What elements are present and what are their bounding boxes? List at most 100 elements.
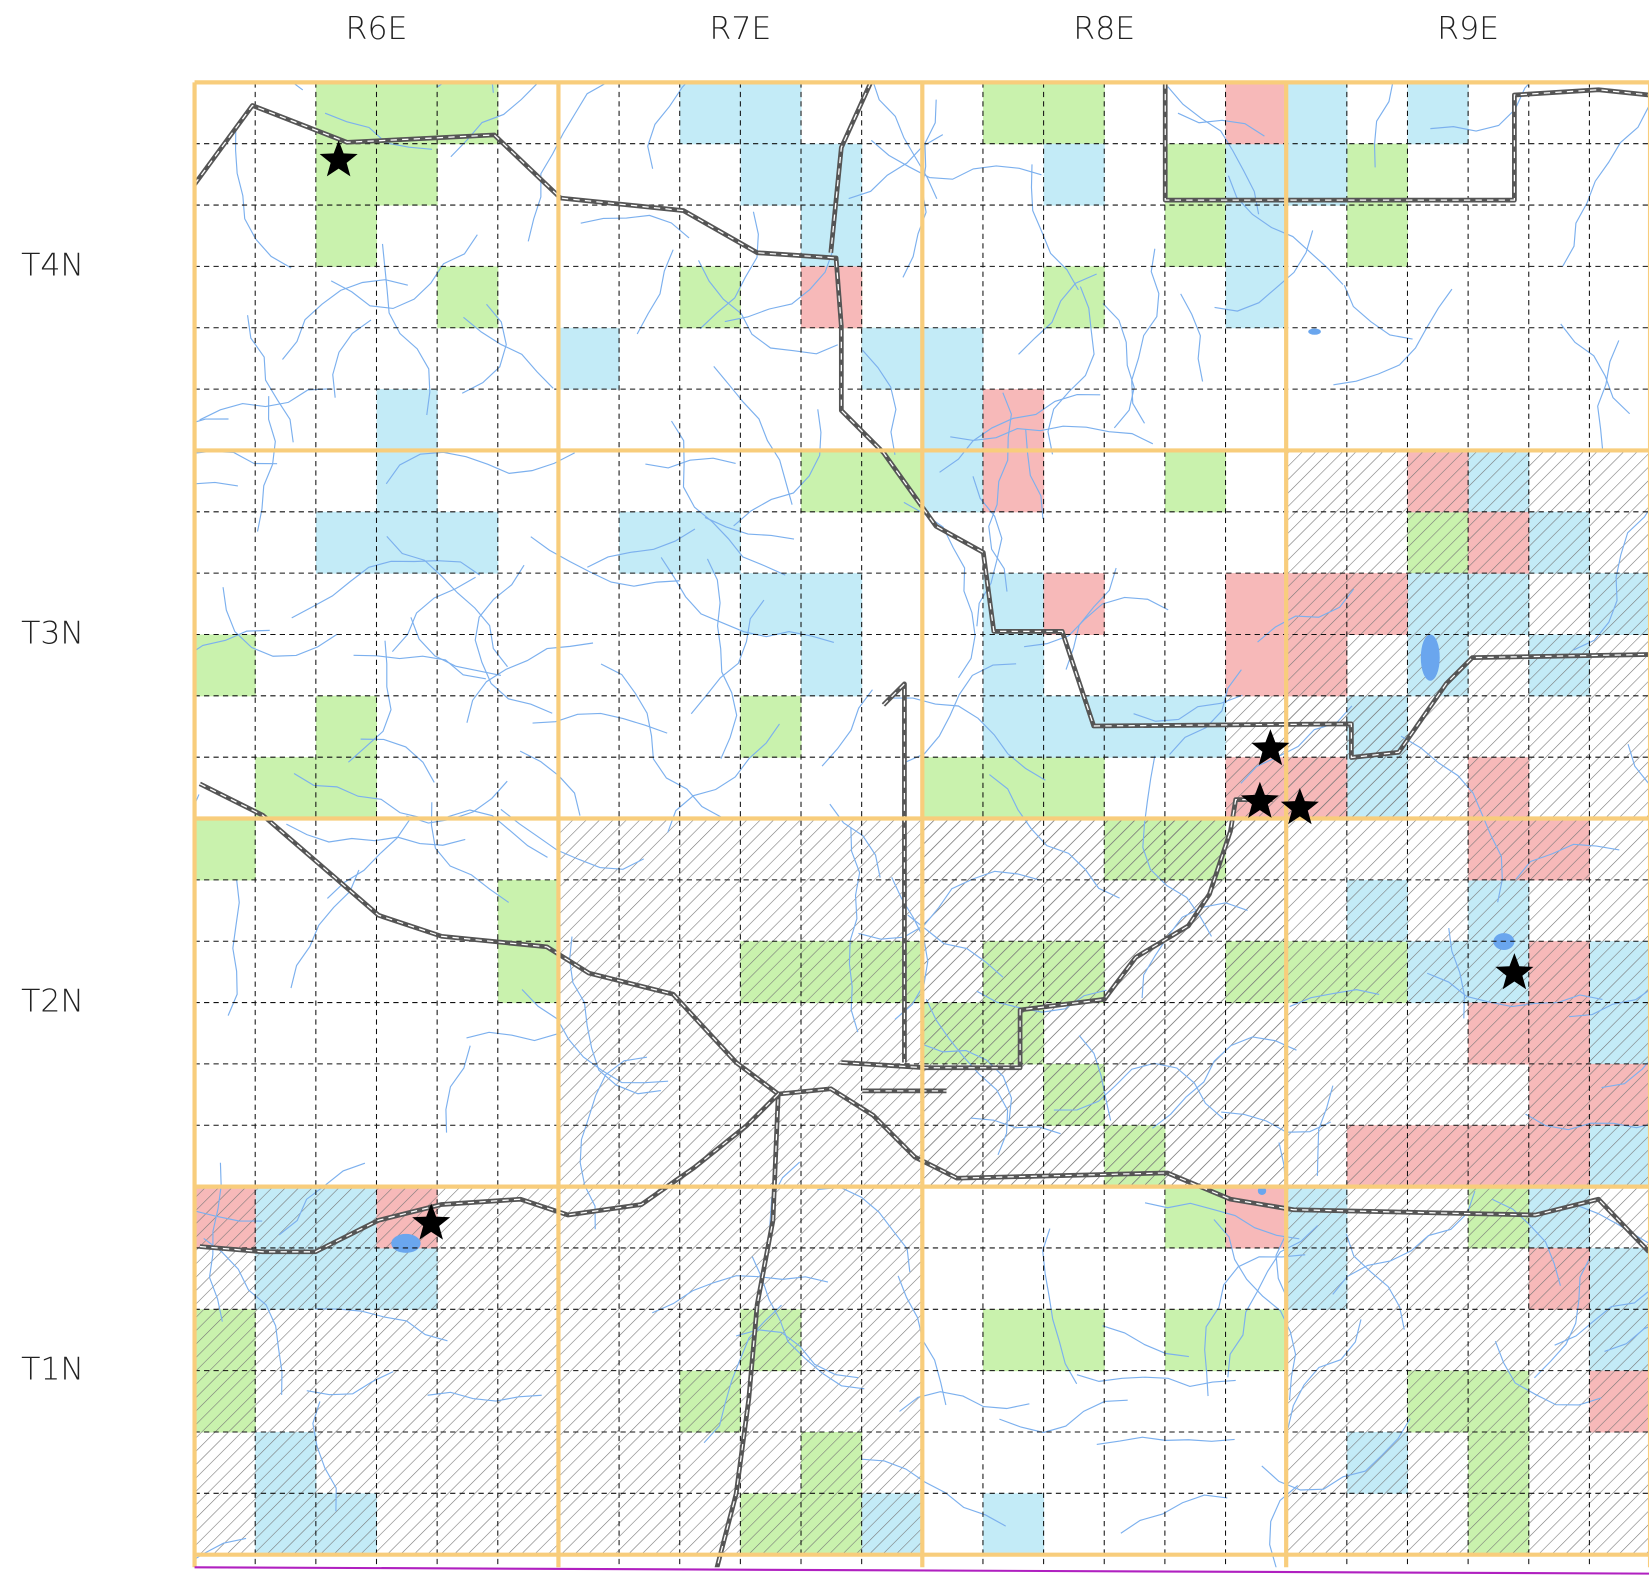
township-label: T1N xyxy=(21,1352,84,1388)
section-fill xyxy=(861,450,923,513)
section-fill xyxy=(376,143,438,206)
section-fill xyxy=(1043,757,1105,820)
stream xyxy=(466,1031,557,1042)
stream xyxy=(1204,1254,1306,1397)
stream xyxy=(1102,303,1135,429)
stream xyxy=(1221,1111,1332,1133)
stream xyxy=(385,451,575,485)
stream xyxy=(1525,1113,1649,1131)
stream xyxy=(1047,286,1095,455)
stream xyxy=(636,249,674,335)
stream xyxy=(970,1117,1061,1135)
star-marker xyxy=(1240,781,1279,818)
stream xyxy=(291,82,304,91)
stream xyxy=(1018,273,1097,355)
stream xyxy=(306,1371,394,1396)
star-marker xyxy=(1251,729,1290,766)
stream xyxy=(724,250,834,323)
stream xyxy=(1227,1225,1319,1378)
range-label: R6E xyxy=(346,11,408,47)
section-fill xyxy=(376,389,438,451)
stream xyxy=(1167,86,1260,215)
stream xyxy=(286,823,466,846)
section-fill xyxy=(740,573,802,636)
stream xyxy=(580,214,690,239)
range-label: R7E xyxy=(709,11,771,47)
stream xyxy=(1025,429,1044,519)
section-fill xyxy=(497,879,559,942)
section-fill xyxy=(315,695,378,758)
section-fill xyxy=(1225,266,1287,329)
stream xyxy=(194,481,238,487)
stream xyxy=(194,1210,263,1222)
stream xyxy=(234,127,292,269)
stream xyxy=(246,315,294,443)
stream xyxy=(870,139,1042,180)
section-fill xyxy=(437,511,499,574)
section-fill xyxy=(801,266,863,329)
stream xyxy=(1169,669,1242,755)
stream xyxy=(450,82,540,158)
stream xyxy=(861,1458,1006,1527)
stream xyxy=(1141,902,1248,999)
section-fill xyxy=(982,1493,1045,1556)
section-fill xyxy=(1043,82,1105,145)
section-fill xyxy=(1225,143,1287,206)
road-center xyxy=(841,798,1273,1069)
section-fill xyxy=(922,327,984,390)
section-fill xyxy=(1407,82,1469,145)
stream xyxy=(1152,1036,1297,1129)
stream xyxy=(902,99,937,278)
stream xyxy=(821,689,873,767)
stream xyxy=(699,211,759,330)
section-fill xyxy=(1164,1309,1227,1372)
section-fill xyxy=(315,757,378,820)
section-fill xyxy=(1164,143,1227,206)
stream xyxy=(1177,112,1265,137)
stream xyxy=(430,802,510,903)
stream xyxy=(1316,1085,1334,1176)
road-center xyxy=(194,104,1649,759)
stream xyxy=(194,418,229,423)
stream xyxy=(925,999,1009,1156)
stream xyxy=(1562,105,1649,267)
stream xyxy=(1030,164,1079,291)
stream xyxy=(976,989,1107,1013)
section-fill xyxy=(1225,634,1287,697)
township-label: T4N xyxy=(21,247,84,283)
stream xyxy=(1214,230,1314,312)
stream xyxy=(862,349,897,455)
stream xyxy=(386,535,508,668)
stream xyxy=(1430,82,1531,132)
range-label: R8E xyxy=(1073,11,1135,47)
stream xyxy=(920,1043,1013,1122)
road-center xyxy=(199,783,1649,1253)
stream xyxy=(1042,1228,1078,1385)
star-marker xyxy=(1280,788,1319,825)
township-lines xyxy=(192,80,1649,1575)
section-fill xyxy=(315,143,378,206)
stream xyxy=(519,750,581,816)
stream xyxy=(324,112,433,150)
stream xyxy=(1180,293,1204,382)
road-center xyxy=(1164,82,1649,201)
section-fill xyxy=(1043,1309,1105,1372)
stream xyxy=(1289,989,1380,1008)
section-fill xyxy=(861,327,923,390)
section-fill xyxy=(982,389,1045,451)
stream xyxy=(899,1391,1030,1412)
stream xyxy=(568,936,661,1095)
stream xyxy=(1569,989,1649,1018)
section-fill xyxy=(376,450,438,513)
stream xyxy=(579,1056,648,1230)
section-fill xyxy=(315,511,378,574)
stream xyxy=(256,396,276,532)
stream xyxy=(989,774,1120,899)
section-fill xyxy=(1225,1309,1287,1372)
stream xyxy=(466,642,594,723)
stream xyxy=(706,558,738,759)
stream xyxy=(194,794,200,807)
stream xyxy=(713,366,793,505)
stream xyxy=(1604,1326,1649,1352)
